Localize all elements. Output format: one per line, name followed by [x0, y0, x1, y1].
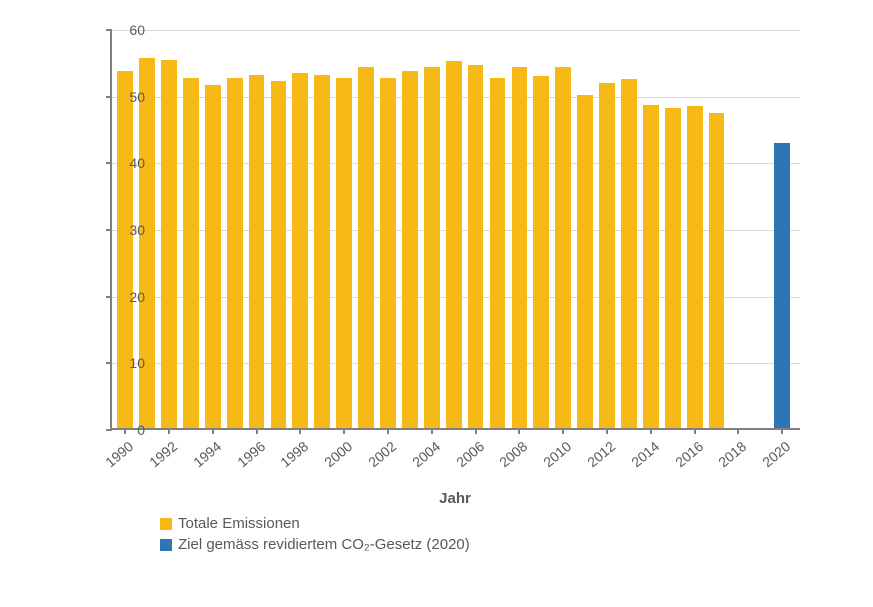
bar: [139, 58, 155, 428]
ytick-label: 10: [105, 355, 145, 371]
bar: [402, 71, 418, 428]
bar: [249, 75, 265, 428]
xtick-mark: [431, 428, 433, 434]
bar: [709, 113, 725, 428]
xtick-mark: [518, 428, 520, 434]
xtick-label: 2004: [409, 438, 443, 470]
xtick-mark: [256, 428, 258, 434]
bar: [599, 83, 615, 428]
bar: [555, 67, 571, 428]
xtick-mark: [299, 428, 301, 434]
xtick-mark: [781, 428, 783, 434]
bar: [292, 73, 308, 428]
xtick-mark: [387, 428, 389, 434]
bar: [490, 78, 506, 428]
bar: [577, 95, 593, 428]
legend-swatch-icon: [160, 539, 172, 551]
bar: [774, 143, 790, 428]
bar: [446, 61, 462, 428]
bar: [205, 85, 221, 428]
bar: [117, 71, 133, 428]
legend-swatch-icon: [160, 518, 172, 530]
legend-item: Ziel gemäss revidiertem CO₂-Gesetz (2020…: [160, 536, 470, 553]
xtick-mark: [168, 428, 170, 434]
bar: [336, 78, 352, 428]
ytick-label: 40: [105, 155, 145, 171]
gridline: [112, 30, 800, 31]
xtick-label: 1994: [190, 438, 224, 470]
x-axis-label: Jahr: [110, 490, 800, 507]
ytick-label: 30: [105, 222, 145, 238]
xtick-mark: [343, 428, 345, 434]
bar: [424, 67, 440, 428]
ytick-label: 0: [105, 422, 145, 438]
xtick-label: 2000: [321, 438, 355, 470]
xtick-mark: [737, 428, 739, 434]
xtick-mark: [475, 428, 477, 434]
legend-item: Totale Emissionen: [160, 515, 470, 532]
xtick-mark: [650, 428, 652, 434]
bar: [643, 105, 659, 428]
bar: [665, 108, 681, 428]
bar: [380, 78, 396, 428]
ytick-label: 60: [105, 22, 145, 38]
xtick-label: 2018: [716, 438, 750, 470]
bar: [271, 81, 287, 428]
bar: [358, 67, 374, 428]
bar: [161, 60, 177, 428]
bar: [183, 78, 199, 428]
xtick-label: 1996: [234, 438, 268, 470]
ytick-label: 50: [105, 89, 145, 105]
xtick-label: 2020: [759, 438, 793, 470]
bar: [533, 76, 549, 428]
ytick-label: 20: [105, 289, 145, 305]
xtick-label: 2014: [628, 438, 662, 470]
xtick-label: 1992: [146, 438, 180, 470]
xtick-label: 2016: [672, 438, 706, 470]
legend-label: Totale Emissionen: [178, 515, 300, 532]
xtick-label: 2006: [453, 438, 487, 470]
emissions-bar-chart: Totale Treibhausgasemissionen (Millionen…: [20, 20, 840, 580]
xtick-mark: [212, 428, 214, 434]
xtick-label: 2010: [540, 438, 574, 470]
xtick-label: 1998: [278, 438, 312, 470]
xtick-label: 2012: [584, 438, 618, 470]
bar: [621, 79, 637, 428]
bar: [314, 75, 330, 428]
legend: Totale Emissionen Ziel gemäss revidierte…: [160, 515, 470, 557]
xtick-mark: [606, 428, 608, 434]
xtick-mark: [694, 428, 696, 434]
plot-area: [110, 30, 800, 430]
bar: [512, 67, 528, 428]
xtick-label: 1990: [102, 438, 136, 470]
legend-label: Ziel gemäss revidiertem CO₂-Gesetz (2020…: [178, 536, 470, 553]
bar: [227, 78, 243, 428]
bar: [468, 65, 484, 428]
xtick-label: 2008: [497, 438, 531, 470]
xtick-mark: [562, 428, 564, 434]
xtick-label: 2002: [365, 438, 399, 470]
bar: [687, 106, 703, 428]
